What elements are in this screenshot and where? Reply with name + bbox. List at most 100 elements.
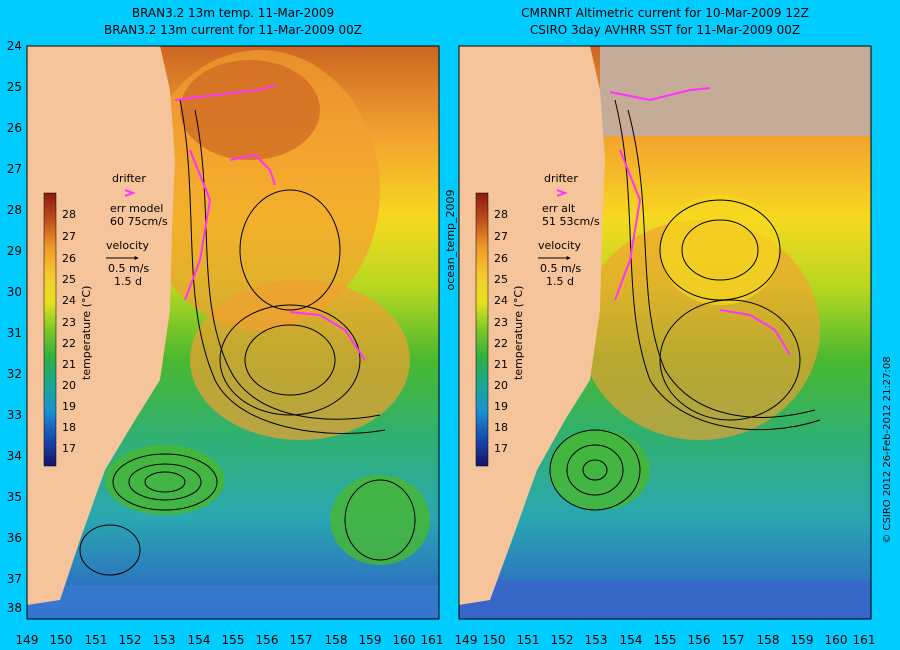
left-cbar-tick: 17 (62, 442, 76, 455)
left-longitude-axis: 149 150 151 152 153 154 155 156 157 158 … (16, 633, 444, 647)
right-legend-days: 1.5 d (546, 275, 574, 288)
right-warm-eddy (660, 195, 780, 305)
right-legend-err-label: err alt (542, 202, 576, 215)
right-cbar-tick: 19 (494, 400, 508, 413)
right-map-panel (459, 46, 871, 619)
left-cbar-tick: 23 (62, 316, 76, 329)
lat-tick: 32 (7, 367, 22, 381)
lon-tick: 149 (455, 633, 478, 647)
lat-tick: 34 (7, 449, 22, 463)
lon-tick: 160 (825, 633, 848, 647)
lon-tick: 160 (393, 633, 416, 647)
left-legend-velocity-label: velocity (106, 239, 149, 252)
lon-tick: 152 (119, 633, 142, 647)
right-cbar-tick: 25 (494, 273, 508, 286)
lat-tick: 27 (7, 162, 22, 176)
lon-tick: 155 (654, 633, 677, 647)
lon-tick: 153 (153, 633, 176, 647)
right-drifter-tracks (609, 87, 791, 356)
left-cbar-tick: 21 (62, 358, 76, 371)
left-cbar-tick: 27 (62, 230, 76, 243)
lon-tick: 159 (791, 633, 814, 647)
lat-tick: 29 (7, 244, 22, 258)
left-colorbar: 28 27 26 25 24 23 22 21 20 19 18 17 temp… (43, 192, 93, 467)
lon-tick: 158 (757, 633, 780, 647)
lon-tick: 150 (50, 633, 73, 647)
right-current-streamlines (549, 99, 821, 511)
right-cbar-tick: 20 (494, 379, 508, 392)
lon-tick: 154 (188, 633, 211, 647)
lat-tick: 36 (7, 531, 22, 545)
right-legend-err-value: 51 53cm/s (542, 215, 600, 228)
lon-tick: 157 (722, 633, 745, 647)
left-map-frame (26, 45, 440, 620)
right-title-line1: CMRNRT Altimetric current for 10-Mar-200… (521, 6, 809, 20)
lat-tick: 33 (7, 408, 22, 422)
titles: BRAN3.2 13m temp. 11-Mar-2009 BRAN3.2 13… (104, 6, 809, 37)
lon-tick: 152 (551, 633, 574, 647)
right-cold-water (459, 580, 871, 619)
lon-tick: 161 (853, 633, 876, 647)
left-drifter-legend-icon (124, 189, 136, 197)
left-colorbar-gradient (43, 192, 57, 467)
right-longitude-axis: 149 150 151 152 153 154 155 156 157 158 … (455, 633, 876, 647)
lat-tick: 28 (7, 203, 22, 217)
lat-tick: 31 (7, 326, 22, 340)
left-title-line1: BRAN3.2 13m temp. 11-Mar-2009 (132, 6, 334, 20)
left-cold-water (27, 585, 439, 619)
left-legend: drifter err model 60 75cm/s velocity 0.5… (106, 172, 168, 288)
lon-tick: 149 (16, 633, 39, 647)
credit-label: © CSIRO 2012 26-Feb-2012 21:27:08 (882, 356, 893, 543)
right-colorbar-ticks: 28 27 26 25 24 23 22 21 20 19 18 17 (494, 208, 508, 455)
latitude-axis: 24 25 26 27 28 29 30 31 32 33 34 35 36 3… (7, 39, 22, 615)
lon-tick: 151 (85, 633, 108, 647)
lon-tick: 154 (620, 633, 643, 647)
lon-tick: 158 (325, 633, 348, 647)
right-title-line2: CSIRO 3day AVHRR SST for 11-Mar-2009 00Z (530, 23, 800, 37)
right-cbar-tick: 22 (494, 337, 508, 350)
right-legend-velocity-label: velocity (538, 239, 581, 252)
left-cbar-tick: 26 (62, 252, 76, 265)
right-cbar-tick: 28 (494, 208, 508, 221)
left-cold-eddy (105, 445, 225, 515)
lon-tick: 153 (585, 633, 608, 647)
lon-tick: 156 (688, 633, 711, 647)
lat-tick: 37 (7, 572, 22, 586)
left-map-panel (27, 46, 439, 619)
left-land (27, 46, 175, 605)
left-cbar-tick: 18 (62, 421, 76, 434)
side-label: ocean_temp_2009 (444, 189, 457, 290)
lat-tick: 30 (7, 285, 22, 299)
right-legend-speed: 0.5 m/s (540, 262, 581, 275)
left-cbar-tick: 25 (62, 273, 76, 286)
lon-tick: 156 (256, 633, 279, 647)
lat-tick: 35 (7, 490, 22, 504)
right-legend: drifter err alt 51 53cm/s velocity 0.5 m… (538, 172, 600, 288)
left-cbar-tick: 28 (62, 208, 76, 221)
left-drifter-tracks (174, 84, 366, 361)
left-colorbar-label: temperature (°C) (80, 286, 93, 380)
right-legend-drifter-label: drifter (544, 172, 578, 185)
left-cold-eddy-east (330, 475, 430, 565)
lon-tick: 150 (483, 633, 506, 647)
left-legend-err-label: err model (110, 202, 163, 215)
right-cbar-tick: 17 (494, 442, 508, 455)
lon-tick: 161 (421, 633, 444, 647)
left-colorbar-ticks: 28 27 26 25 24 23 22 21 20 19 18 17 (62, 208, 76, 455)
left-hot-core (180, 60, 320, 160)
left-legend-err-value: 60 75cm/s (110, 215, 168, 228)
right-cbar-tick: 23 (494, 316, 508, 329)
right-cbar-tick: 18 (494, 421, 508, 434)
left-cbar-tick: 19 (62, 400, 76, 413)
left-legend-speed: 0.5 m/s (108, 262, 149, 275)
left-cbar-tick: 20 (62, 379, 76, 392)
left-cbar-tick: 24 (62, 294, 76, 307)
lon-tick: 155 (222, 633, 245, 647)
right-cbar-tick: 26 (494, 252, 508, 265)
right-cloud-mask (600, 46, 871, 136)
left-current-streamlines (79, 99, 416, 576)
left-legend-drifter-label: drifter (112, 172, 146, 185)
right-land (459, 46, 605, 605)
lon-tick: 159 (359, 633, 382, 647)
